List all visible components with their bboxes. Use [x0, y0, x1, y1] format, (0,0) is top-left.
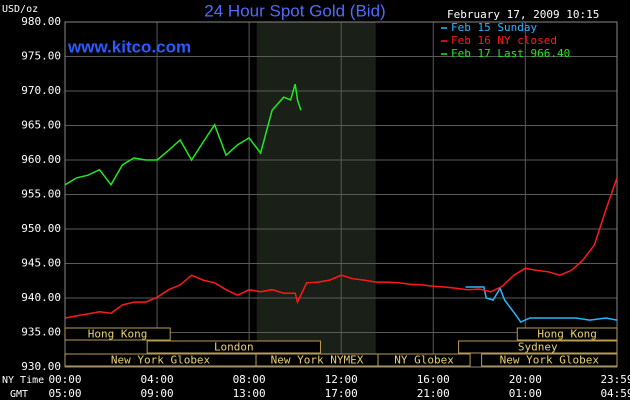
session-box	[458, 340, 618, 354]
session-label: New York Globex	[111, 354, 211, 367]
y-tick-label: 945.00	[21, 257, 61, 270]
session-label: Hong Kong	[88, 328, 148, 341]
y-tick-label: 975.00	[21, 50, 61, 63]
x-tick-label: 20:00	[509, 373, 542, 386]
x-tick-label: 12:00	[325, 373, 358, 386]
session-label: New York Globex	[500, 354, 600, 367]
series-line	[64, 83, 302, 187]
session-label: NY Globex	[394, 354, 454, 367]
y-tick-label: 930.00	[21, 360, 61, 373]
series-line	[465, 286, 618, 324]
legend-label: Feb 15 Sunday	[451, 21, 537, 34]
chart-title: 24 Hour Spot Gold (Bid)	[204, 1, 385, 20]
plot-border	[64, 21, 618, 368]
x-tick-label: 16:00	[417, 373, 450, 386]
y-tick-label: 955.00	[21, 188, 61, 201]
y-tick-label: 935.00	[21, 326, 61, 339]
y-unit: USD/oz	[2, 4, 38, 15]
session-box	[146, 340, 321, 354]
series-line	[64, 177, 618, 319]
session-label: London	[214, 341, 254, 354]
x-tick-label: 00:00	[48, 373, 81, 386]
y-tick-label: 980.00	[21, 15, 61, 28]
session-label: Hong Kong	[537, 328, 597, 341]
legend-label: Feb 16 NY closed	[451, 34, 557, 47]
x2-tick-label: 17:00	[325, 387, 358, 400]
x-tick-label: 08:00	[233, 373, 266, 386]
y-tick-label: 960.00	[21, 153, 61, 166]
session-box	[377, 353, 471, 367]
session-box	[516, 327, 618, 341]
x-tick-label: 04:00	[141, 373, 174, 386]
legend-label: Feb 17 Last 966.40	[451, 47, 570, 60]
x-label: NY Time	[2, 375, 44, 386]
x-tick-label: 23:59	[600, 373, 630, 386]
y-tick-label: 970.00	[21, 84, 61, 97]
x2-tick-label: 09:00	[141, 387, 174, 400]
y-tick-label: 965.00	[21, 119, 61, 132]
watermark: www.kitco.com	[67, 37, 191, 56]
x2-label: GMT	[10, 389, 28, 400]
y-tick-label: 950.00	[21, 222, 61, 235]
session-box	[64, 327, 171, 341]
session-label: New York NYMEX	[271, 354, 364, 367]
x2-tick-label: 21:00	[417, 387, 450, 400]
session-box	[481, 353, 618, 367]
x2-tick-label: 13:00	[233, 387, 266, 400]
timestamp: February 17, 2009 10:15	[447, 8, 599, 21]
session-label: Sydney	[518, 341, 558, 354]
x2-tick-label: 01:00	[509, 387, 542, 400]
x2-tick-label: 05:00	[48, 387, 81, 400]
y-tick-label: 940.00	[21, 291, 61, 304]
x2-tick-label: 04:59	[600, 387, 630, 400]
